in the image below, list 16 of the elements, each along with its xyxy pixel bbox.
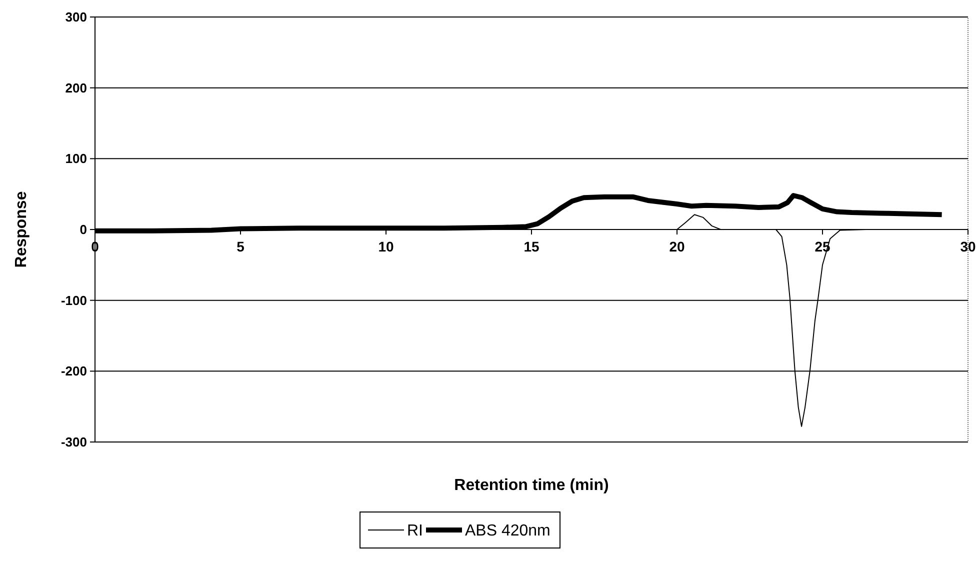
x-tick-label: 30	[960, 238, 976, 254]
y-tick-label: 200	[65, 80, 87, 96]
x-tick-label: 10	[378, 238, 394, 254]
legend-label: RI	[407, 522, 423, 540]
x-tick-label: 15	[524, 238, 540, 254]
y-tick-label: 0	[80, 222, 87, 238]
y-tick-label: -100	[60, 292, 87, 308]
x-tick-label: 20	[669, 238, 685, 254]
legend-label: ABS 420nm	[465, 522, 550, 540]
y-tick-label: -200	[60, 364, 87, 379]
x-axis-title: Retention time (min)	[454, 477, 609, 494]
y-tick-label: 100	[65, 151, 87, 166]
x-tick-label: 5	[236, 238, 245, 254]
y-tick-label: -300	[60, 434, 87, 450]
y-tick-label: 300	[65, 10, 87, 25]
y-axis-title: Response	[13, 191, 30, 268]
